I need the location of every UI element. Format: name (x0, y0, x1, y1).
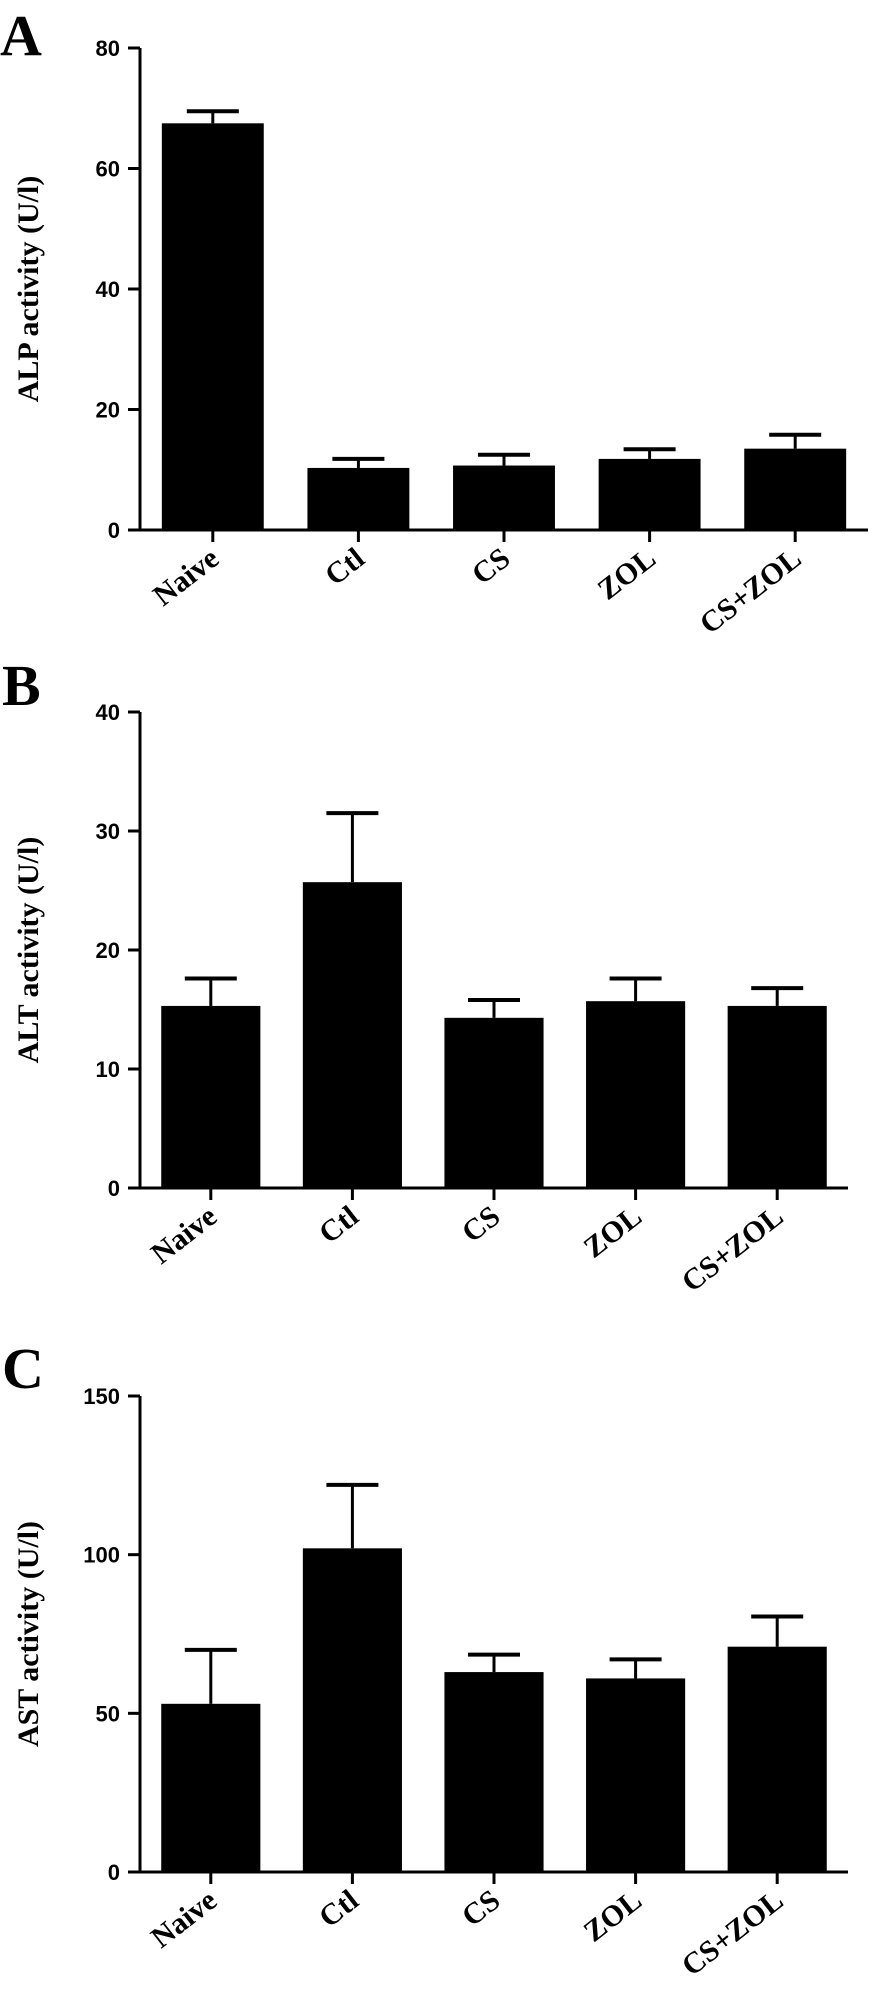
x-tick-label: CS (456, 1200, 507, 1250)
panel-letter: B (2, 653, 41, 718)
y-tick-label: 40 (96, 277, 120, 302)
x-tick-label: Naive (145, 1200, 223, 1271)
bar (161, 123, 264, 530)
x-tick-label: Naive (147, 542, 225, 613)
y-tick-label: 20 (96, 398, 120, 423)
panel-a: A ALP activity (U/l) 0 20 40 60 80 Naive Ctl CS ZO… (0, 3, 868, 641)
x-tick-label: Ctl (313, 1200, 365, 1251)
x-tick-label: CS+ZOL (676, 1200, 790, 1299)
bar (598, 458, 701, 530)
x-tick-label: ZOL (592, 542, 662, 607)
x-tick-label: Ctl (319, 542, 371, 593)
bar (161, 1703, 261, 1872)
y-axis-label: ALP activity (U/l) (12, 176, 45, 403)
bar (444, 1017, 544, 1188)
bar (444, 1672, 544, 1872)
y-tick-label: 10 (96, 1057, 120, 1082)
bar (727, 1646, 827, 1872)
x-tick-label: ZOL (578, 1884, 648, 1949)
y-axis-label: ALT activity (U/l) (12, 837, 45, 1064)
y-tick-label: 150 (83, 1384, 120, 1409)
bar (161, 1005, 261, 1188)
x-tick-label: CS (456, 1884, 507, 1934)
y-tick-label: 0 (108, 1176, 120, 1201)
y-tick-label: 100 (83, 1543, 120, 1568)
y-axis-label: AST activity (U/l) (12, 1521, 45, 1747)
y-tick-label: 0 (108, 1860, 120, 1885)
y-tick-label: 20 (96, 938, 120, 963)
x-tick-label: ZOL (578, 1200, 648, 1265)
y-tick-label: 50 (96, 1701, 120, 1726)
y-tick-label: 40 (96, 700, 120, 725)
y-tick-label: 0 (108, 518, 120, 543)
panel-letter: A (0, 3, 42, 68)
panel-c: C AST activity (U/l) 0 50 100 150 Naive Ctl CS ZO… (2, 1336, 848, 1983)
bar (727, 1005, 827, 1188)
bar (302, 1548, 402, 1872)
bar (307, 467, 410, 530)
panel-b: B ALT activity (U/l) 0 10 20 30 40 Naive Ctl CS ZO… (2, 653, 848, 1299)
x-tick-label: Naive (145, 1884, 223, 1955)
y-tick-label: 60 (96, 157, 120, 182)
bar (302, 882, 402, 1188)
y-tick-label: 80 (96, 36, 120, 61)
x-tick-label: CS (466, 542, 517, 592)
bar (586, 1678, 686, 1872)
x-tick-label: CS+ZOL (676, 1884, 790, 1983)
panel-letter: C (2, 1336, 44, 1401)
bar (586, 1001, 686, 1188)
bar (744, 448, 847, 530)
x-tick-label: Ctl (313, 1884, 365, 1935)
y-tick-label: 30 (96, 819, 120, 844)
bar (453, 465, 555, 530)
x-tick-label: CS+ZOL (694, 542, 808, 641)
